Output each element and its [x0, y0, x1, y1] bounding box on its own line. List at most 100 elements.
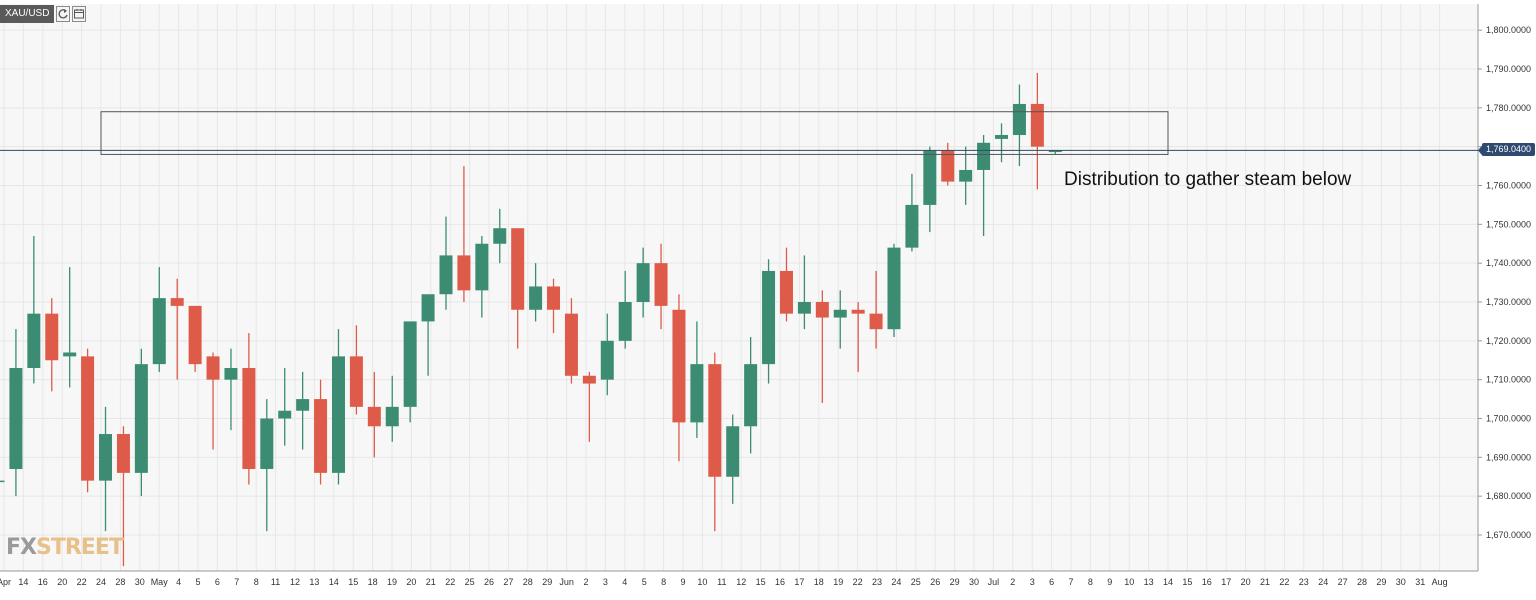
x-tick-label: 21 [1260, 577, 1270, 587]
candle-body [1048, 150, 1062, 153]
candle [547, 278, 561, 334]
candle-body [242, 368, 256, 469]
x-tick-label: 11 [717, 577, 726, 587]
x-tick-label: Jul [988, 577, 1000, 587]
x-tick-label: 11 [271, 577, 280, 587]
candle-body [349, 356, 363, 407]
x-tick-label: 12 [290, 577, 300, 587]
y-tick-label: 1,800.0000 [1486, 25, 1531, 35]
candle [564, 298, 578, 384]
chart-toolbar: XAU/USD [0, 5, 87, 23]
candle [27, 235, 41, 384]
candle [152, 267, 166, 372]
x-tick-label: 16 [1202, 577, 1212, 587]
x-tick-label: 23 [1299, 577, 1309, 587]
candle [905, 173, 919, 252]
symbol-label[interactable]: XAU/USD [0, 5, 55, 23]
x-tick-label: 20 [57, 577, 67, 587]
candle [815, 290, 829, 403]
overlay [0, 111, 1483, 157]
candle [779, 247, 793, 322]
y-tick-label: 1,700.0000 [1486, 414, 1531, 424]
candle-body [815, 302, 829, 318]
x-tick-label: 8 [254, 577, 259, 587]
candle [457, 166, 471, 303]
x-tick-label: 30 [135, 577, 145, 587]
candle-body [690, 364, 704, 423]
candle-body [63, 352, 77, 357]
candle-body [529, 286, 543, 310]
x-tick-label: Jun [559, 577, 574, 587]
x-tick-label: 29 [1376, 577, 1386, 587]
candle [188, 305, 202, 372]
x-tick-label: 13 [1144, 577, 1154, 587]
x-tick-label: 24 [891, 577, 901, 587]
chart-annotation: Distribution to gather steam below [1064, 169, 1352, 190]
x-tick-label: 24 [96, 577, 106, 587]
x-tick-label: 18 [814, 577, 824, 587]
x-tick-label: 22 [1279, 577, 1289, 587]
candle-body [511, 228, 525, 310]
axes: Apr14162022242830May45678111213141518192… [0, 4, 1531, 587]
candle [726, 414, 740, 504]
x-tick-label: 12 [736, 577, 746, 587]
x-tick-label: 16 [38, 577, 48, 587]
x-tick-label: 6 [1049, 577, 1054, 587]
candle [0, 480, 5, 483]
candle [9, 329, 23, 497]
x-tick-label: 7 [234, 577, 239, 587]
x-tick-label: 18 [368, 577, 378, 587]
x-tick-label: 2 [583, 577, 588, 587]
candle-body [708, 364, 722, 477]
x-tick-label: 15 [1182, 577, 1192, 587]
candle [493, 208, 507, 264]
candle-body [99, 434, 113, 481]
x-tick-label: 10 [1124, 577, 1134, 587]
candle [762, 259, 776, 384]
x-tick-label: 30 [1396, 577, 1406, 587]
candle [869, 270, 883, 349]
x-tick-label: 5 [195, 577, 200, 587]
candle [349, 325, 363, 415]
candle [511, 228, 525, 349]
y-tick-label: 1,760.0000 [1486, 181, 1531, 191]
x-tick-label: 28 [115, 577, 125, 587]
calendar-icon[interactable] [72, 6, 87, 22]
candle [63, 267, 77, 388]
candle [367, 371, 381, 458]
candle-body [260, 418, 274, 469]
candle-body [385, 406, 399, 427]
x-tick-label: Aug [1432, 577, 1448, 587]
candle [45, 298, 59, 392]
x-tick-label: 14 [329, 577, 339, 587]
x-tick-label: May [151, 577, 169, 587]
candle-body [170, 298, 184, 306]
candle [582, 371, 596, 442]
candle [744, 336, 758, 454]
candle-body [618, 302, 632, 341]
candle-body [367, 406, 381, 427]
candle-body [134, 364, 148, 473]
candle-body [0, 480, 5, 483]
x-tick-label: 9 [1107, 577, 1112, 587]
x-tick-label: 19 [833, 577, 843, 587]
candle [116, 426, 130, 567]
candle [636, 247, 650, 318]
x-tick-label: 24 [1318, 577, 1328, 587]
x-tick-label: 30 [969, 577, 979, 587]
x-tick-label: 31 [1415, 577, 1425, 587]
candle [224, 348, 238, 431]
x-tick-label: 29 [542, 577, 552, 587]
refresh-icon[interactable] [56, 6, 71, 22]
candle [708, 352, 722, 532]
candle-body [636, 263, 650, 303]
candle-body [27, 313, 41, 369]
y-tick-label: 1,740.0000 [1486, 258, 1531, 268]
fxstreet-logo: FXSTREET [6, 535, 124, 560]
candle [134, 348, 148, 497]
distribution-box[interactable] [100, 111, 1169, 155]
candle [797, 255, 811, 330]
x-tick-label: 29 [950, 577, 960, 587]
candle [314, 379, 328, 485]
